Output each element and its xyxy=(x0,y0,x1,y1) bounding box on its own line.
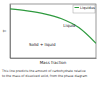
annotation: Liquid xyxy=(63,23,76,28)
y-axis xyxy=(10,5,11,59)
axis-line xyxy=(10,5,11,59)
legend-box xyxy=(73,5,95,13)
y-axis-title: T xyxy=(2,29,7,33)
chart: Liquidus Liquid Solid + liquid Mass fractio… xyxy=(0,0,100,86)
annotation: Solid + liquid xyxy=(29,42,56,47)
caption: This line predicts the amount of carbohy… xyxy=(1,69,86,73)
plot-area: Liquidus Liquid Solid + liquid xyxy=(10,4,97,59)
plot-frame xyxy=(10,4,96,58)
legend-label: Liquidus xyxy=(80,6,95,10)
series-line xyxy=(10,9,96,43)
x-axis xyxy=(11,58,97,59)
axis-line xyxy=(11,58,97,59)
caption: to the mass of dissolved solid, from the… xyxy=(2,74,87,78)
series-group xyxy=(10,9,96,43)
x-axis-title: Mass fraction xyxy=(40,60,67,65)
legend: Liquidus xyxy=(73,5,95,13)
legend-swatch xyxy=(75,7,80,8)
